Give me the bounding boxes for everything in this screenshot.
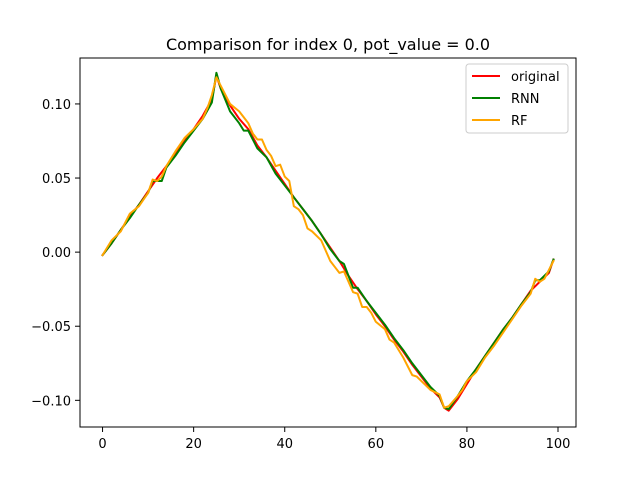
x-tick-label: 100 <box>546 437 571 452</box>
legend-box <box>465 63 569 134</box>
y-tick-label: 0.00 <box>42 246 71 261</box>
y-tick-label: −0.05 <box>31 320 71 335</box>
x-tick-label: 20 <box>185 437 202 452</box>
legend-label-rf: RF <box>511 114 528 129</box>
legend-label-original: original <box>511 70 560 85</box>
plot-area: 0 20 40 60 80 100 −0.10 −0.05 0.00 0.05 0.10 <box>31 57 577 452</box>
series-line-rf <box>101 76 555 409</box>
y-tick-label: 0.05 <box>42 172 71 187</box>
x-tick-label: 80 <box>459 437 476 452</box>
chart-title: Comparison for index 0, pot_value = 0.0 <box>166 35 490 55</box>
axes-frame <box>79 57 577 428</box>
x-tick-label: 0 <box>98 437 106 452</box>
legend-label-rnn: RNN <box>511 92 539 107</box>
y-tick-label: 0.10 <box>42 98 71 113</box>
series-line-rnn <box>101 71 555 411</box>
legend: original RNN RF <box>465 63 569 134</box>
x-tick-label: 60 <box>368 437 385 452</box>
y-axis: −0.10 −0.05 0.00 0.05 0.10 <box>31 98 80 409</box>
y-tick-label: −0.10 <box>31 394 71 409</box>
series-lines <box>101 71 555 412</box>
x-axis: 0 20 40 60 80 100 <box>98 427 570 452</box>
x-tick-label: 40 <box>276 437 293 452</box>
